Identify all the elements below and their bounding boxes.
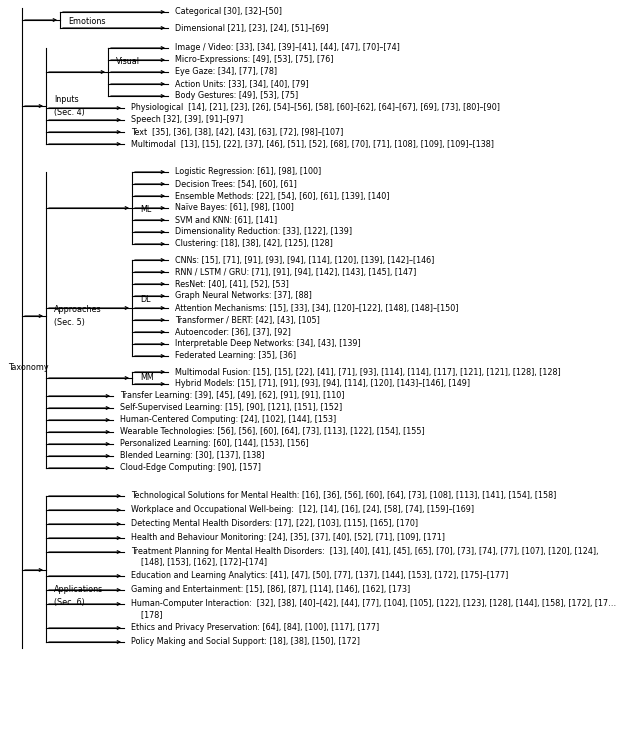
Text: Blended Learning: [30], [137], [138]: Blended Learning: [30], [137], [138] (120, 452, 264, 461)
Text: Detecting Mental Health Disorders: [17], [22], [103], [115], [165], [170]: Detecting Mental Health Disorders: [17],… (131, 520, 418, 529)
Text: Transformer / BERT: [42], [43], [105]: Transformer / BERT: [42], [43], [105] (175, 316, 320, 325)
Text: Applications: Applications (54, 586, 103, 594)
Text: ResNet: [40], [41], [52], [53]: ResNet: [40], [41], [52], [53] (175, 279, 289, 289)
Text: Wearable Technologies: [56], [56], [60], [64], [73], [113], [122], [154], [155]: Wearable Technologies: [56], [56], [60],… (120, 428, 425, 436)
Text: ML: ML (140, 205, 151, 214)
Text: Ensemble Methods: [22], [54], [60], [61], [139], [140]: Ensemble Methods: [22], [54], [60], [61]… (175, 192, 390, 200)
Text: Speech [32], [39], [91]–[97]: Speech [32], [39], [91]–[97] (131, 115, 243, 124)
Text: Dimensional [21], [23], [24], [51]–[69]: Dimensional [21], [23], [24], [51]–[69] (175, 23, 328, 32)
Text: Technological Solutions for Mental Health: [16], [36], [56], [60], [64], [73], [: Technological Solutions for Mental Healt… (131, 491, 556, 501)
Text: Approaches: Approaches (54, 306, 102, 314)
Text: Action Units: [33], [34], [40], [79]: Action Units: [33], [34], [40], [79] (175, 80, 308, 88)
Text: (Sec. 5): (Sec. 5) (54, 317, 85, 327)
Text: Multimodal  [13], [15], [22], [37], [46], [51], [52], [68], [70], [71], [108], [: Multimodal [13], [15], [22], [37], [46],… (131, 140, 494, 148)
Text: Human-Centered Computing: [24], [102], [144], [153]: Human-Centered Computing: [24], [102], [… (120, 415, 336, 425)
Text: Inputs: Inputs (54, 96, 79, 105)
Text: [148], [153], [162], [172]–[174]: [148], [153], [162], [172]–[174] (131, 558, 267, 567)
Text: SVM and KNN: [61], [141]: SVM and KNN: [61], [141] (175, 216, 277, 224)
Text: Clustering: [18], [38], [42], [125], [128]: Clustering: [18], [38], [42], [125], [12… (175, 240, 333, 249)
Text: Body Gestures: [49], [53], [75]: Body Gestures: [49], [53], [75] (175, 91, 298, 100)
Text: Attention Mechanisms: [15], [33], [34], [120]–[122], [148], [148]–[150]: Attention Mechanisms: [15], [33], [34], … (175, 303, 458, 312)
Text: Interpretable Deep Networks: [34], [43], [139]: Interpretable Deep Networks: [34], [43],… (175, 339, 361, 349)
Text: Health and Behaviour Monitoring: [24], [35], [37], [40], [52], [71], [109], [171: Health and Behaviour Monitoring: [24], [… (131, 534, 445, 542)
Text: Workplace and Occupational Well-being:  [12], [14], [16], [24], [58], [74], [159: Workplace and Occupational Well-being: [… (131, 506, 474, 515)
Text: Federated Learning: [35], [36]: Federated Learning: [35], [36] (175, 352, 296, 360)
Text: Text  [35], [36], [38], [42], [43], [63], [72], [98]–[107]: Text [35], [36], [38], [42], [43], [63],… (131, 127, 344, 137)
Text: Eye Gaze: [34], [77], [78]: Eye Gaze: [34], [77], [78] (175, 67, 277, 77)
Text: CNNs: [15], [71], [91], [93], [94], [114], [120], [139], [142]–[146]: CNNs: [15], [71], [91], [93], [94], [114… (175, 256, 435, 265)
Text: Visual: Visual (116, 58, 140, 67)
Text: (Sec. 4): (Sec. 4) (54, 107, 84, 116)
Text: Self-Supervised Learning: [15], [90], [121], [151], [152]: Self-Supervised Learning: [15], [90], [1… (120, 404, 342, 412)
Text: Taxonomy: Taxonomy (8, 363, 49, 373)
Text: MM: MM (140, 374, 154, 382)
Text: Human-Computer Interaction:  [32], [38], [40]–[42], [44], [77], [104], [105], [1: Human-Computer Interaction: [32], [38], … (131, 599, 616, 608)
Text: Personalized Learning: [60], [144], [153], [156]: Personalized Learning: [60], [144], [153… (120, 439, 308, 449)
Text: Education and Learning Analytics: [41], [47], [50], [77], [137], [144], [153], [: Education and Learning Analytics: [41], … (131, 572, 508, 580)
Text: Transfer Learning: [39], [45], [49], [62], [91], [91], [110]: Transfer Learning: [39], [45], [49], [62… (120, 392, 344, 401)
Text: Image / Video: [33], [34], [39]–[41], [44], [47], [70]–[74]: Image / Video: [33], [34], [39]–[41], [4… (175, 44, 400, 53)
Text: Autoencoder: [36], [37], [92]: Autoencoder: [36], [37], [92] (175, 327, 291, 336)
Text: Naïve Bayes: [61], [98], [100]: Naïve Bayes: [61], [98], [100] (175, 203, 294, 213)
Text: Decision Trees: [54], [60], [61]: Decision Trees: [54], [60], [61] (175, 180, 297, 189)
Text: [178]: [178] (131, 610, 163, 619)
Text: Gaming and Entertainment: [15], [86], [87], [114], [146], [162], [173]: Gaming and Entertainment: [15], [86], [8… (131, 586, 410, 594)
Text: Treatment Planning for Mental Health Disorders:  [13], [40], [41], [45], [65], [: Treatment Planning for Mental Health Dis… (131, 548, 598, 556)
Text: Hybrid Models: [15], [71], [91], [93], [94], [114], [120], [143]–[146], [149]: Hybrid Models: [15], [71], [91], [93], [… (175, 379, 470, 388)
Text: RNN / LSTM / GRU: [71], [91], [94], [142], [143], [145], [147]: RNN / LSTM / GRU: [71], [91], [94], [142… (175, 268, 417, 276)
Text: Cloud-Edge Computing: [90], [157]: Cloud-Edge Computing: [90], [157] (120, 463, 261, 472)
Text: Dimensionality Reduction: [33], [122], [139]: Dimensionality Reduction: [33], [122], [… (175, 227, 352, 237)
Text: Categorical [30], [32]–[50]: Categorical [30], [32]–[50] (175, 7, 282, 17)
Text: Graph Neural Networks: [37], [88]: Graph Neural Networks: [37], [88] (175, 292, 312, 300)
Text: Multimodal Fusion: [15], [15], [22], [41], [71], [93], [114], [114], [117], [121: Multimodal Fusion: [15], [15], [22], [41… (175, 368, 561, 376)
Text: Emotions: Emotions (68, 18, 106, 26)
Text: Logistic Regression: [61], [98], [100]: Logistic Regression: [61], [98], [100] (175, 167, 321, 176)
Text: (Sec. 6): (Sec. 6) (54, 597, 84, 607)
Text: Policy Making and Social Support: [18], [38], [150], [172]: Policy Making and Social Support: [18], … (131, 637, 360, 646)
Text: Micro-Expressions: [49], [53], [75], [76]: Micro-Expressions: [49], [53], [75], [76… (175, 56, 333, 64)
Text: Physiological  [14], [21], [23], [26], [54]–[56], [58], [60]–[62], [64]–[67], [6: Physiological [14], [21], [23], [26], [5… (131, 104, 500, 113)
Text: Ethics and Privacy Preservation: [64], [84], [100], [117], [177]: Ethics and Privacy Preservation: [64], [… (131, 624, 380, 632)
Text: DL: DL (140, 295, 150, 305)
